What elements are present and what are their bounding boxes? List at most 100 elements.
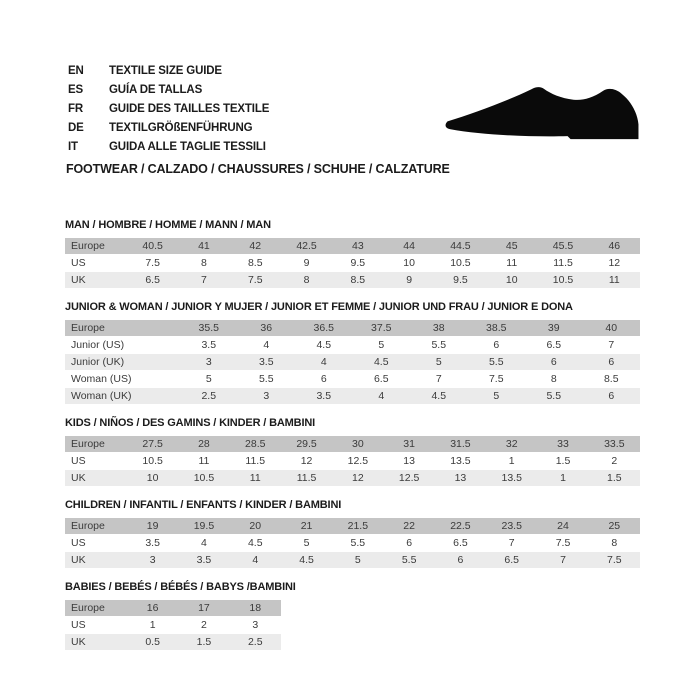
row-label: UK — [71, 636, 86, 648]
size-table: Europe 35.5 36 36.5 37.5 38 38.5 39 40 Junior (US… — [65, 320, 640, 404]
size-value: 4 — [378, 390, 385, 402]
size-value: 5.5 — [488, 356, 504, 368]
size-value: 5.5 — [258, 373, 274, 385]
size-value: 37.5 — [371, 322, 392, 334]
language-guide-title: GUIDE DES TAILLES TEXTILE — [109, 103, 270, 115]
size-value: 10.5 — [450, 257, 471, 269]
size-value: 3 — [252, 619, 259, 631]
size-value: 35.5 — [198, 322, 219, 334]
size-value: 4 — [263, 339, 270, 351]
size-value: 3 — [149, 554, 156, 566]
table-row: Europe 35.5 36 36.5 37.5 38 38.5 39 40 — [65, 320, 640, 336]
table-row: US 7.5 8 8.5 9 9.5 10 10.5 11 11.5 12 — [65, 255, 640, 271]
size-value: 5.5 — [431, 339, 447, 351]
row-label: Europe — [71, 520, 105, 532]
language-guide-title: TEXTILE SIZE GUIDE — [109, 65, 222, 77]
size-value: 36 — [260, 322, 273, 334]
size-value: 12.5 — [347, 455, 369, 467]
row-label: US — [71, 619, 86, 631]
size-value: 6.5 — [373, 373, 389, 385]
size-table: Europe 16 17 18 US 1 2 3 UK 0.5 1.5 2.5 — [65, 600, 281, 650]
size-value: 6 — [320, 373, 327, 385]
size-value: 6.5 — [504, 554, 520, 566]
size-value: 13 — [454, 472, 467, 484]
size-value: 3 — [263, 390, 270, 402]
language-code: FR — [68, 103, 84, 115]
size-section-1: JUNIOR & WOMAN / JUNIOR Y MUJER / JUNIOR… — [65, 301, 640, 404]
size-value: 31.5 — [450, 438, 471, 450]
row-label: Woman (UK) — [71, 390, 132, 402]
size-value: 3.5 — [201, 339, 217, 351]
size-value: 7.5 — [145, 257, 160, 269]
section-title: BABIES / BEBÉS / BÉBÉS / BABYS /BAMBINI — [65, 581, 296, 593]
size-value: 4.5 — [247, 537, 263, 549]
size-value: 7.5 — [607, 554, 622, 566]
language-code: EN — [68, 65, 84, 77]
size-value: 13 — [403, 455, 415, 467]
size-value: 44 — [403, 240, 415, 252]
size-value: 6 — [608, 390, 615, 402]
size-value: 3.5 — [316, 390, 332, 402]
row-label: US — [71, 537, 86, 549]
size-value: 28.5 — [245, 438, 266, 450]
size-value: 11.5 — [553, 257, 573, 269]
size-value: 3.5 — [258, 356, 274, 368]
size-value: 3.5 — [196, 554, 212, 566]
size-value: 27.5 — [142, 438, 163, 450]
table-row: US 1 2 3 — [65, 617, 281, 633]
size-value: 13.5 — [501, 472, 522, 484]
size-value: 33 — [557, 438, 569, 450]
table-row: UK 10 10.5 11 11.5 12 12.5 13 13.5 1 1.5 — [65, 470, 640, 486]
size-value: 10 — [146, 472, 159, 484]
size-value: 6.5 — [546, 339, 562, 351]
size-value: 7 — [560, 554, 566, 566]
size-value: 43 — [351, 240, 364, 252]
table-row: Europe 19 19.5 20 21 21.5 22 22.5 23.5 24 25 — [65, 518, 640, 534]
size-value: 30 — [351, 438, 364, 450]
size-value: 1 — [508, 455, 515, 467]
size-value: 40 — [605, 322, 618, 334]
row-label: Junior (UK) — [71, 356, 125, 368]
size-value: 40.5 — [142, 240, 163, 252]
size-value: 7.5 — [555, 537, 571, 549]
size-value: 8 — [303, 274, 310, 286]
table-row: Junior (UK) 3 3.5 4 4.5 5 5.5 6 6 — [65, 354, 640, 370]
section-title: CHILDREN / INFANTIL / ENFANTS / KINDER /… — [65, 499, 342, 511]
size-value: 11 — [608, 274, 620, 286]
category-title: FOOTWEAR / CALZADO / CHAUSSURES / SCHUHE… — [66, 162, 450, 176]
row-label: Woman (US) — [71, 373, 132, 385]
section-title: MAN / HOMBRE / HOMME / MANN / MAN — [65, 219, 271, 231]
size-value: 10.5 — [142, 455, 163, 467]
size-value: 10.5 — [193, 472, 215, 484]
size-value: 8 — [611, 537, 618, 549]
size-value: 21 — [300, 520, 313, 532]
size-value: 28 — [198, 438, 210, 450]
language-row-it: IT GUIDA ALLE TAGLIE TESSILI — [68, 138, 269, 157]
size-value: 16 — [146, 602, 159, 614]
size-section-2: KIDS / NIÑOS / DES GAMINS / KINDER / BAM… — [65, 417, 640, 486]
table-row: UK 0.5 1.5 2.5 — [65, 634, 281, 650]
table-row: Woman (UK) 2.5 3 3.5 4 4.5 5 5.5 6 — [65, 388, 640, 404]
size-value: 25 — [608, 520, 621, 532]
size-value: 6.5 — [145, 274, 160, 286]
size-value: 1.5 — [196, 636, 212, 648]
table-row: Europe 16 17 18 — [65, 600, 281, 616]
row-label: UK — [71, 472, 86, 484]
size-value: 5.5 — [350, 537, 366, 549]
size-value: 17 — [198, 602, 210, 614]
table-row: US 3.5 4 4.5 5 5.5 6 6.5 7 7.5 8 — [65, 535, 640, 551]
size-value: 1 — [560, 472, 566, 484]
size-value: 29.5 — [296, 438, 317, 450]
row-label: UK — [71, 554, 86, 566]
size-value: 1.5 — [555, 455, 571, 467]
size-value: 4.5 — [373, 356, 389, 368]
size-table: Europe 27.5 28 28.5 29.5 30 31 31.5 32 33 33.5 US 10… — [65, 436, 640, 486]
size-value: 4 — [320, 356, 327, 368]
size-value: 32 — [505, 438, 518, 450]
size-value: 6 — [608, 356, 615, 368]
size-value: 5 — [354, 554, 361, 566]
size-table: Europe 40.5 41 42 42.5 43 44 44.5 45 45.5 46 US 7.5 8… — [65, 238, 640, 288]
size-value: 3.5 — [145, 537, 160, 549]
size-value: 3 — [205, 356, 212, 368]
size-value: 22 — [403, 520, 415, 532]
